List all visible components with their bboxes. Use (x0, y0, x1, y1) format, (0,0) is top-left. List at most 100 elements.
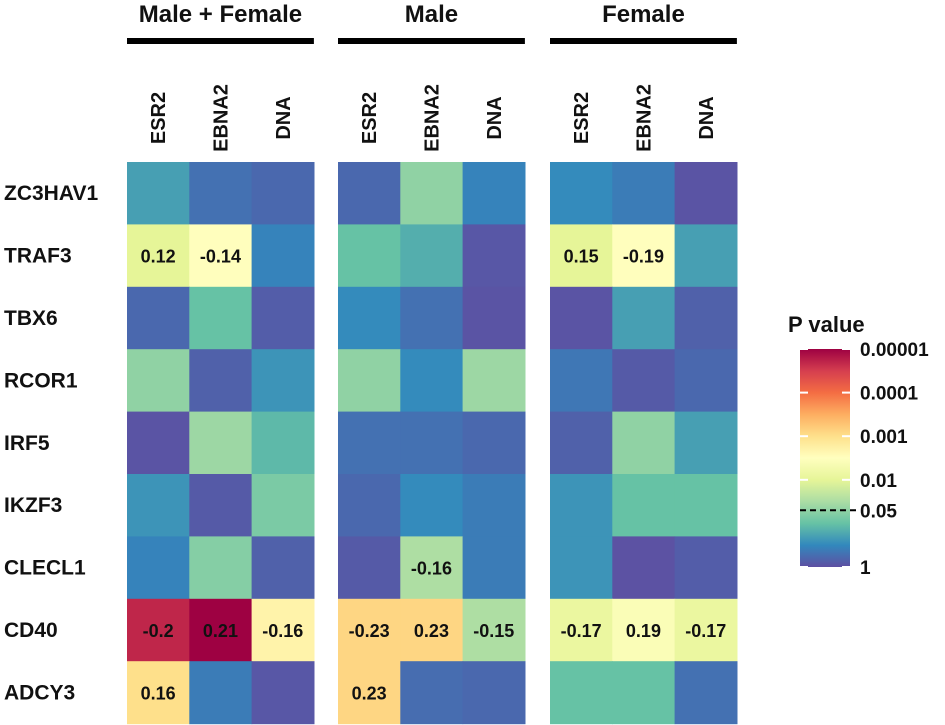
heatmap-cell-adcy3-male-esr2 (338, 661, 401, 725)
heatmap-cell-zc3hav1-male-female-esr2 (127, 162, 190, 225)
legend-tick-0-05: 0.05 (860, 501, 897, 522)
heatmap-cell-traf3-female-dna (674, 224, 738, 288)
column-label-male-female-esr2: ESR2 (148, 92, 170, 144)
heatmap-cell-irf5-female-dna (674, 411, 738, 475)
column-label-female-esr2: ESR2 (571, 92, 593, 144)
heatmap-cell-traf3-female-ebna2 (612, 224, 676, 288)
heatmap-cell-rcor1-male-ebna2 (400, 349, 464, 413)
row-label-zc3hav1: ZC3HAV1 (4, 182, 98, 205)
heatmap-cell-rcor1-male-female-dna (251, 349, 315, 413)
heatmap-cell-cd40-male-female-esr2 (127, 598, 190, 662)
heatmap-cell-tbx6-male-female-ebna2 (189, 286, 253, 350)
heatmap-cell-rcor1-female-esr2 (550, 349, 613, 413)
heatmap-cell-irf5-male-female-esr2 (127, 411, 190, 475)
heatmap-cell-adcy3-female-dna (674, 661, 738, 725)
heatmap-cell-irf5-male-female-dna (251, 411, 315, 475)
column-label-female-ebna2: EBNA2 (633, 84, 655, 152)
heatmap-cell-tbx6-female-esr2 (550, 286, 613, 350)
column-label-male-female-ebna2: EBNA2 (210, 84, 232, 152)
legend-tick-0-001: 0.001 (860, 427, 908, 448)
heatmap-cell-clecl1-male-female-dna (251, 536, 315, 600)
heatmap-cell-irf5-male-esr2 (338, 411, 401, 475)
cell-label-cd40-male-female-dna: -0.16 (262, 621, 303, 641)
heatmap-cell-clecl1-female-dna (674, 536, 738, 600)
heatmap-cell-traf3-male-female-ebna2 (189, 224, 253, 288)
heatmap-cell-ikzf3-male-female-dna (251, 474, 315, 537)
heatmap-cell-clecl1-male-dna (462, 536, 526, 600)
heatmap-cell-adcy3-male-dna (462, 661, 526, 725)
heatmap-cell-tbx6-male-esr2 (338, 286, 401, 350)
heatmap-cell-ikzf3-male-esr2 (338, 474, 401, 537)
legend-colorbar (800, 349, 850, 567)
heatmap-cell-irf5-male-dna (462, 411, 526, 475)
heatmap-cell-tbx6-male-ebna2 (400, 286, 464, 350)
heatmap-cell-ikzf3-female-esr2 (550, 474, 613, 537)
heatmap-cell-rcor1-male-female-esr2 (127, 349, 190, 413)
legend-title: P value (788, 312, 865, 337)
heatmap-cell-zc3hav1-male-female-dna (251, 162, 315, 225)
cell-label-cd40-male-esr2: -0.23 (349, 621, 390, 641)
row-label-ikzf3: IKZF3 (4, 494, 62, 517)
heatmap-cell-cd40-male-female-ebna2 (189, 598, 253, 662)
heatmap-cell-adcy3-female-ebna2 (612, 661, 676, 725)
heatmap-cell-cd40-male-dna (462, 598, 526, 662)
column-label-male-dna: DNA (484, 96, 506, 139)
row-label-rcor1: RCOR1 (4, 369, 78, 392)
heatmap-cell-ikzf3-male-female-ebna2 (189, 474, 253, 537)
heatmap-cell-rcor1-male-esr2 (338, 349, 401, 413)
heatmap-cell-rcor1-female-ebna2 (612, 349, 676, 413)
cell-label-cd40-male-ebna2: 0.23 (414, 621, 449, 641)
legend-tick-0-00001: 0.00001 (860, 340, 929, 361)
heatmap-cell-traf3-male-dna (462, 224, 526, 288)
group-title-male-female: Male + Female (139, 1, 302, 28)
row-label-cd40: CD40 (4, 619, 58, 642)
heatmap-cell-adcy3-male-female-esr2 (127, 661, 190, 725)
heatmap-cell-zc3hav1-male-female-ebna2 (189, 162, 253, 225)
heatmap-cell-zc3hav1-male-ebna2 (400, 162, 464, 225)
heatmap-cell-traf3-male-female-esr2 (127, 224, 190, 288)
heatmap-cell-cd40-female-dna (674, 598, 738, 662)
cell-label-traf3-female-esr2: 0.15 (564, 247, 599, 267)
cell-label-traf3-male-female-esr2: 0.12 (141, 247, 176, 267)
heatmap-cell-ikzf3-male-female-esr2 (127, 474, 190, 537)
cell-label-clecl1-male-ebna2: -0.16 (411, 559, 452, 579)
heatmap-cell-rcor1-male-female-ebna2 (189, 349, 253, 413)
column-label-female-dna: DNA (696, 96, 718, 139)
heatmap-cell-zc3hav1-female-ebna2 (612, 162, 676, 225)
heatmap-cell-cd40-male-esr2 (338, 598, 401, 662)
heatmap-cell-irf5-female-ebna2 (612, 411, 676, 475)
heatmap-cell-cd40-female-esr2 (550, 598, 613, 662)
heatmap-cell-irf5-female-esr2 (550, 411, 613, 475)
heatmap-cell-adcy3-male-female-dna (251, 661, 315, 725)
cell-label-adcy3-male-female-esr2: 0.16 (141, 683, 176, 703)
heatmap-cell-zc3hav1-male-dna (462, 162, 526, 225)
heatmap-cell-zc3hav1-female-dna (674, 162, 738, 225)
heatmap-cell-cd40-male-ebna2 (400, 598, 464, 662)
column-label-male-esr2: ESR2 (359, 92, 381, 144)
row-label-traf3: TRAF3 (4, 245, 72, 268)
cell-label-cd40-female-dna: -0.17 (685, 621, 726, 641)
cell-label-cd40-male-female-ebna2: 0.21 (203, 621, 238, 641)
heatmap-cell-clecl1-male-esr2 (338, 536, 401, 600)
heatmap-cell-clecl1-female-esr2 (550, 536, 613, 600)
heatmap-cell-adcy3-female-esr2 (550, 661, 613, 725)
heatmap-cell-irf5-male-ebna2 (400, 411, 464, 475)
group-title-male: Male (405, 1, 458, 28)
heatmap-cell-traf3-female-esr2 (550, 224, 613, 288)
row-label-tbx6: TBX6 (4, 307, 58, 330)
heatmap-cell-tbx6-male-female-esr2 (127, 286, 190, 350)
heatmap-cell-cd40-male-female-dna (251, 598, 315, 662)
column-label-male-female-dna: DNA (273, 96, 295, 139)
row-label-irf5: IRF5 (4, 432, 50, 455)
heatmap-cell-adcy3-male-female-ebna2 (189, 661, 253, 725)
cell-label-cd40-male-dna: -0.15 (473, 621, 514, 641)
heatmap-cell-clecl1-male-female-ebna2 (189, 536, 253, 600)
heatmap-cell-tbx6-female-dna (674, 286, 738, 350)
heatmap-cell-rcor1-male-dna (462, 349, 526, 413)
heatmap-cell-clecl1-male-female-esr2 (127, 536, 190, 600)
row-label-clecl1: CLECL1 (4, 557, 86, 580)
cell-label-cd40-female-esr2: -0.17 (561, 621, 602, 641)
heatmap-cell-tbx6-male-female-dna (251, 286, 315, 350)
heatmap-cell-zc3hav1-male-esr2 (338, 162, 401, 225)
